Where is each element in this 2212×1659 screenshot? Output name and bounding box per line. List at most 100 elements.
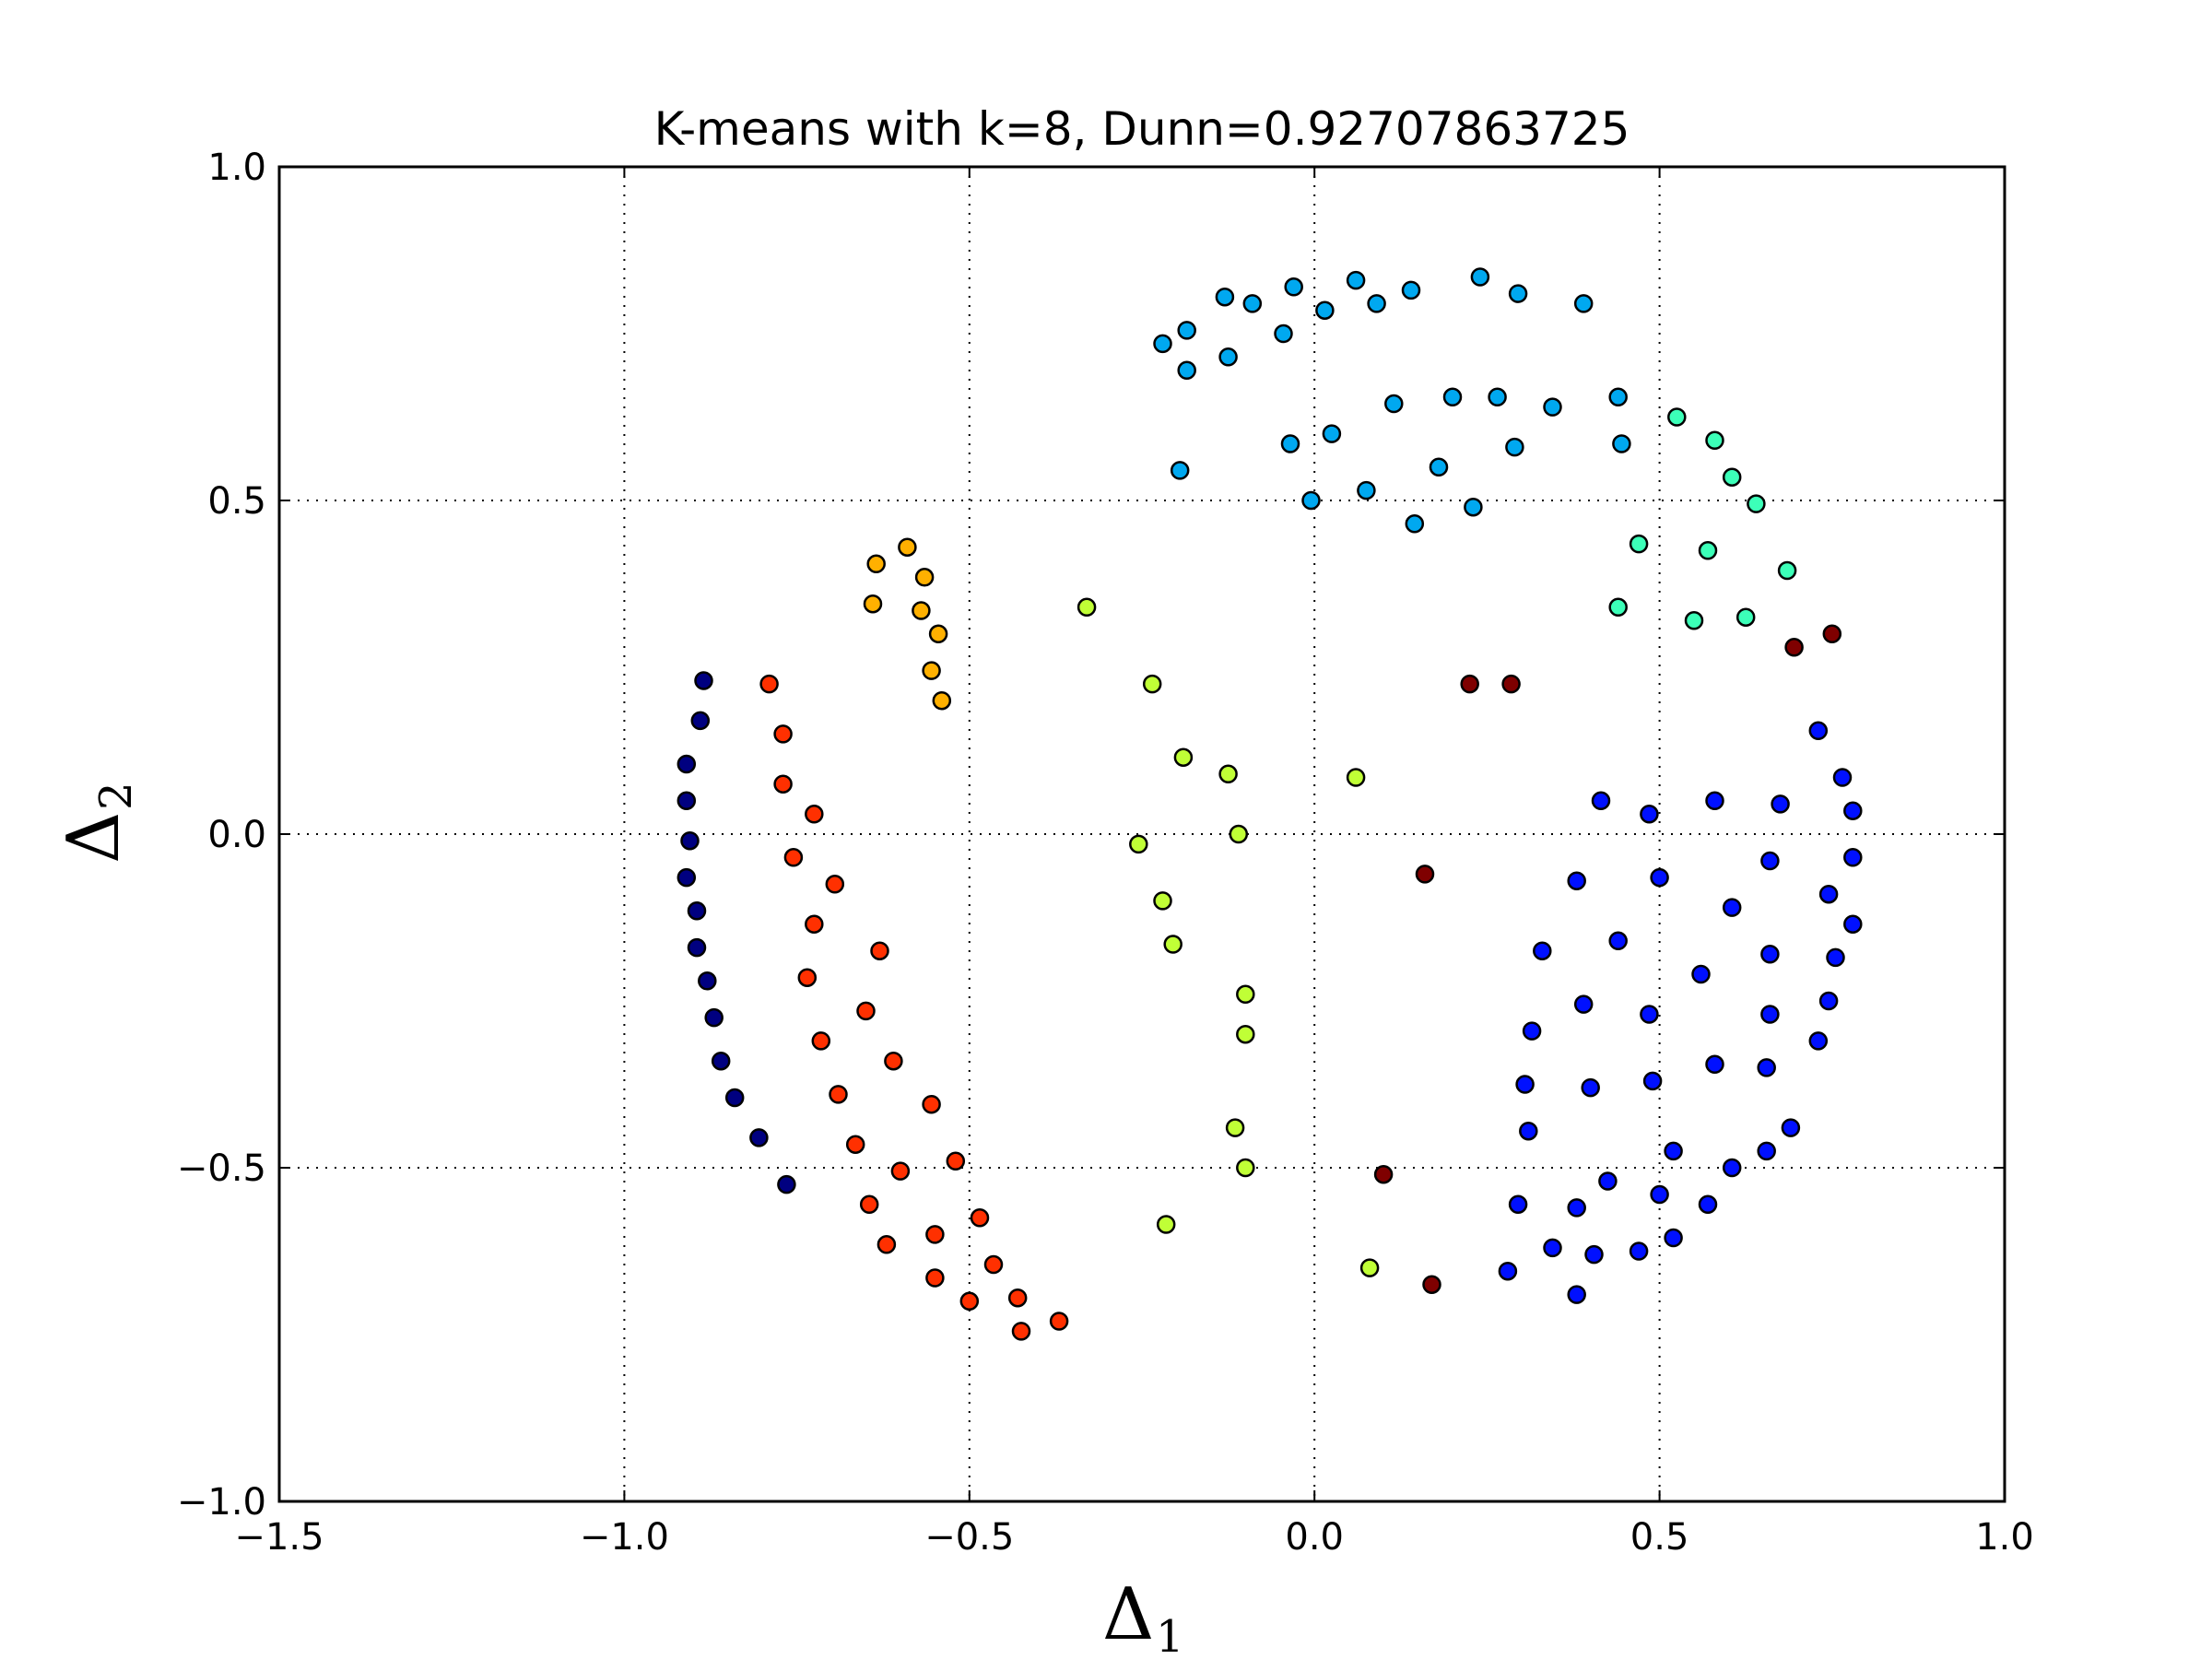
y-tick-label: −1.0 xyxy=(177,1481,266,1524)
data-point xyxy=(1384,394,1404,414)
y-axis-label-subscript: 2 xyxy=(90,782,142,810)
cluster-1 xyxy=(1153,267,1631,534)
data-point xyxy=(1818,884,1839,904)
data-point xyxy=(1229,824,1249,844)
data-point xyxy=(1808,1031,1829,1051)
data-point xyxy=(687,901,707,921)
data-point xyxy=(890,1161,911,1181)
data-point xyxy=(1581,1077,1600,1098)
data-point xyxy=(845,1135,865,1154)
data-point xyxy=(1373,1164,1394,1184)
data-point xyxy=(1163,935,1182,954)
data-point xyxy=(970,1208,990,1228)
data-point xyxy=(749,1128,769,1147)
data-point xyxy=(1843,914,1863,934)
x-tick-label: −0.5 xyxy=(924,1516,1014,1559)
data-point xyxy=(698,971,717,991)
cluster-4 xyxy=(863,537,952,711)
data-point xyxy=(914,568,935,587)
data-point xyxy=(1608,597,1628,618)
data-point xyxy=(773,774,793,794)
data-point xyxy=(932,690,952,711)
data-point xyxy=(1777,560,1797,581)
data-point xyxy=(1629,534,1649,554)
data-point xyxy=(863,594,883,614)
data-point xyxy=(1722,898,1742,917)
data-point xyxy=(1584,1244,1604,1265)
data-point xyxy=(1760,945,1780,964)
data-point xyxy=(1173,747,1194,767)
data-point xyxy=(1573,994,1594,1014)
data-point xyxy=(928,624,948,644)
data-point xyxy=(1422,1275,1441,1294)
data-point xyxy=(811,1031,831,1051)
cluster-7 xyxy=(759,674,1069,1341)
data-point xyxy=(677,791,697,811)
data-point xyxy=(1705,791,1724,811)
data-point xyxy=(1301,490,1321,511)
data-point xyxy=(1156,1215,1176,1234)
data-point xyxy=(1498,1261,1518,1281)
data-point xyxy=(1522,1021,1542,1041)
data-point xyxy=(1236,1158,1255,1178)
data-point xyxy=(1274,324,1293,344)
x-axis-label-symbol: Δ xyxy=(1102,1573,1154,1656)
data-point xyxy=(1142,674,1162,694)
data-point xyxy=(1760,1005,1780,1024)
data-point xyxy=(805,914,824,934)
data-point xyxy=(925,1268,945,1288)
data-point xyxy=(677,867,697,888)
chart-title: K-means with k=8, Dunn=0.92707863725 xyxy=(654,102,1630,156)
data-point xyxy=(1698,541,1718,560)
data-point xyxy=(1722,1158,1742,1178)
data-point xyxy=(1832,768,1853,787)
data-point xyxy=(1442,387,1463,407)
data-point xyxy=(1640,1005,1659,1024)
data-point xyxy=(1011,1322,1031,1341)
data-point xyxy=(704,1007,724,1028)
data-point xyxy=(1218,347,1238,367)
data-point xyxy=(724,1088,745,1108)
data-point xyxy=(759,674,779,694)
data-point xyxy=(898,537,917,557)
data-point xyxy=(1170,461,1190,480)
cluster-2 xyxy=(1608,407,1797,630)
data-point xyxy=(856,1001,876,1021)
data-point xyxy=(922,1094,941,1114)
data-point xyxy=(805,805,824,824)
data-point xyxy=(783,848,804,867)
data-point xyxy=(1533,941,1552,960)
data-point xyxy=(1543,397,1562,417)
x-tick-label: 1.0 xyxy=(1975,1516,2034,1559)
data-point xyxy=(1818,991,1839,1011)
data-point xyxy=(1405,514,1425,534)
data-point xyxy=(1501,674,1521,694)
data-point xyxy=(1650,867,1669,888)
data-point xyxy=(1650,1184,1669,1205)
data-point xyxy=(1357,480,1376,500)
data-point xyxy=(870,941,889,960)
data-point xyxy=(1215,287,1235,307)
data-point xyxy=(773,724,793,744)
data-point xyxy=(1322,424,1342,443)
data-point xyxy=(1429,457,1449,477)
data-point xyxy=(677,754,697,774)
data-point xyxy=(925,1225,945,1244)
y-tick-label: 1.0 xyxy=(207,147,266,189)
cluster-6 xyxy=(677,671,796,1194)
data-point xyxy=(1242,294,1263,313)
y-tick-label: −0.5 xyxy=(177,1147,266,1190)
data-point xyxy=(1346,768,1366,787)
data-point xyxy=(690,711,711,731)
data-point xyxy=(1505,437,1524,457)
data-point xyxy=(1629,1241,1649,1261)
data-point xyxy=(1567,1198,1586,1218)
data-points xyxy=(677,267,1863,1341)
data-point xyxy=(1591,791,1611,811)
data-point xyxy=(1771,794,1790,814)
data-point xyxy=(859,1194,879,1215)
data-point xyxy=(1129,834,1148,854)
data-point xyxy=(777,1174,796,1194)
data-point xyxy=(1735,607,1756,627)
